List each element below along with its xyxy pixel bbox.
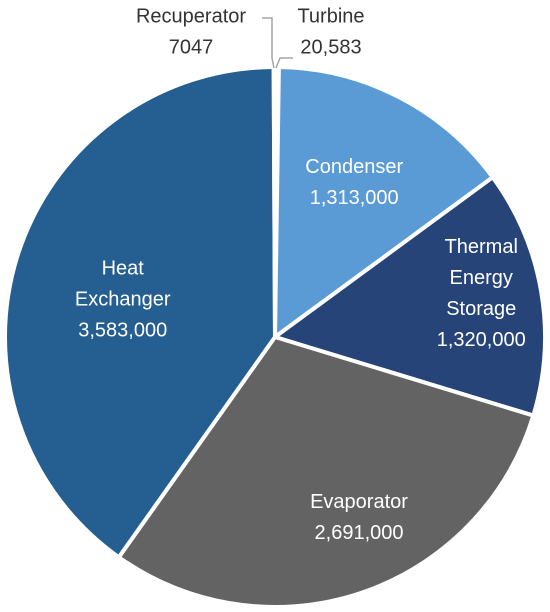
slice-name-heat-exchanger: Exchanger — [75, 289, 171, 311]
pie-slice-evaporator — [116, 335, 536, 609]
slice-name-heat-exchanger: Heat — [102, 258, 145, 280]
slice-name-thermal-energy-storage: Storage — [446, 298, 516, 320]
slice-name-turbine: Turbine — [297, 6, 364, 28]
slice-value-turbine: 20,583 — [300, 37, 361, 59]
slice-value-recuperator: 7047 — [169, 37, 214, 59]
slices-layer — [3, 64, 547, 609]
slice-label-thermal-energy-storage: Thermal Energy Storage 1,320,000 — [437, 236, 526, 351]
labels-layer: Turbine 20,583 Condenser 1,313,000 Thermal En… — [75, 6, 526, 544]
leader-line-recuperator — [262, 17, 275, 69]
slice-value-evaporator: 2,691,000 — [315, 522, 404, 544]
slice-label-turbine: Turbine 20,583 — [297, 6, 364, 59]
slice-value-thermal-energy-storage: 1,320,000 — [437, 329, 526, 351]
slice-name-evaporator: Evaporator — [310, 491, 408, 513]
slice-name-thermal-energy-storage: Energy — [450, 267, 513, 289]
leader-lines-layer — [262, 17, 293, 69]
pie-slice-heat-exchanger — [3, 65, 277, 560]
pie-slice-condenser — [273, 65, 495, 339]
slice-label-heat-exchanger: Heat Exchanger 3,583,000 — [75, 258, 171, 342]
slice-label-condenser: Condenser 1,313,000 — [305, 156, 403, 209]
slice-label-recuperator: Recuperator 7047 — [136, 6, 246, 59]
slice-name-recuperator: Recuperator — [136, 6, 246, 28]
slice-name-condenser: Condenser — [305, 156, 403, 178]
slice-value-heat-exchanger: 3,583,000 — [78, 320, 167, 342]
pie-slice-recuperator — [271, 64, 277, 339]
slice-value-condenser: 1,313,000 — [310, 187, 399, 209]
leader-line-turbine — [275, 57, 293, 69]
slice-label-evaporator: Evaporator 2,691,000 — [310, 491, 408, 544]
slice-name-thermal-energy-storage: Thermal — [445, 236, 518, 258]
